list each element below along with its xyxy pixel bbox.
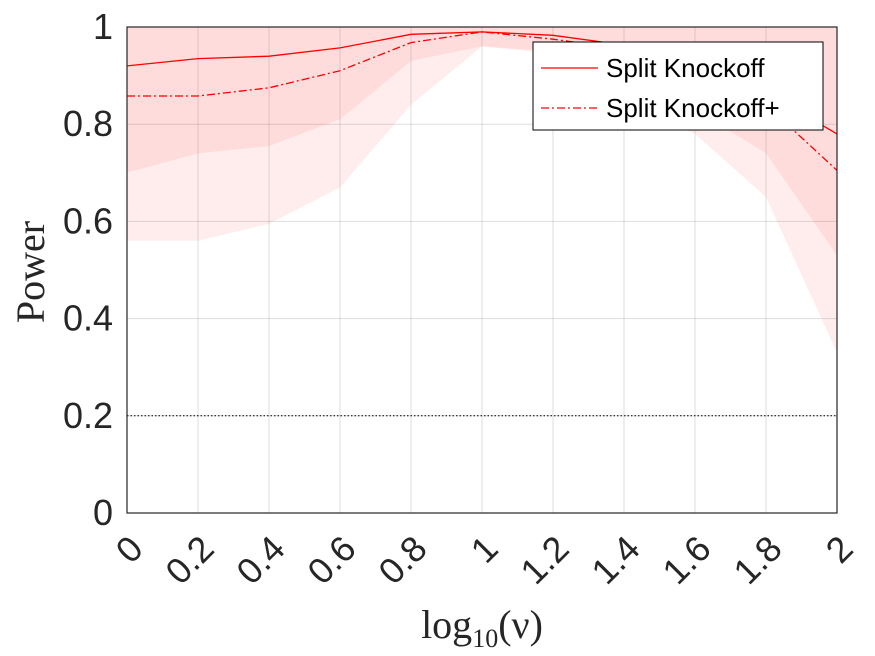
legend-label-1: Split Knockoff xyxy=(606,53,765,83)
y-tick-label: 0.6 xyxy=(63,200,113,241)
legend: Split Knockoff Split Knockoff+ xyxy=(532,41,824,131)
y-tick-labels: 0 0.2 0.4 0.6 0.8 1 xyxy=(63,6,113,533)
y-tick-label: 0.4 xyxy=(63,298,113,339)
y-tick-label: 0.2 xyxy=(63,395,113,436)
y-tick-label: 0 xyxy=(93,492,113,533)
y-tick-label: 1 xyxy=(93,6,113,47)
y-tick-label: 0.8 xyxy=(63,103,113,144)
series-line-2 xyxy=(127,31,838,171)
legend-label-2: Split Knockoff+ xyxy=(606,93,780,123)
x-axis-title-subscript: 10 xyxy=(472,624,498,653)
legend-box xyxy=(532,41,824,131)
y-axis-title: Power xyxy=(8,221,53,323)
x-axis-title-arg: (ν) xyxy=(498,602,543,647)
axes-box xyxy=(126,26,838,514)
x-axis-title: log10(ν) xyxy=(421,602,543,653)
x-axis-title-base: log xyxy=(421,602,472,647)
